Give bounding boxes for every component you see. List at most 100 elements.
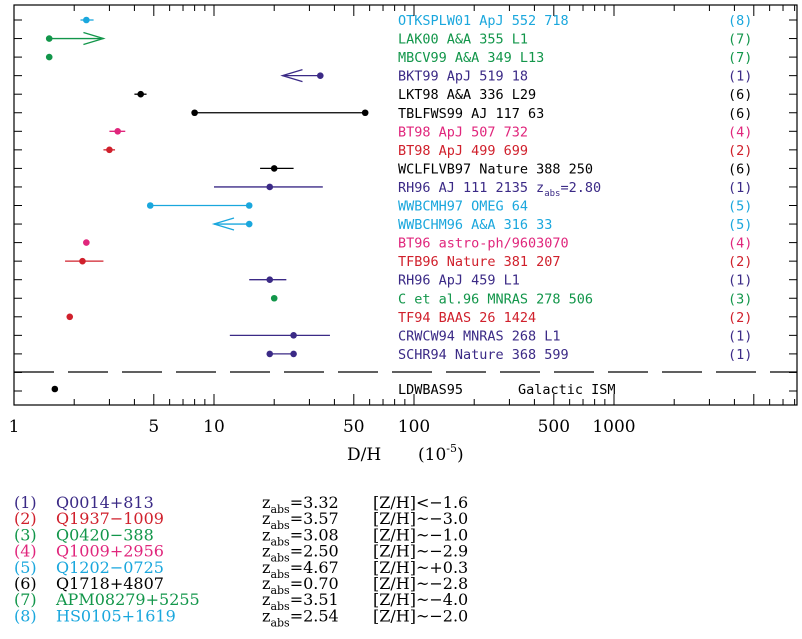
legend-metallicity-value: <−1.6: [416, 493, 468, 512]
row-17-system-number: (1): [728, 328, 752, 344]
row-8-system-number: (6): [728, 161, 752, 177]
legend-quasar-name: HS0105+1619: [56, 606, 176, 625]
row-5-point: [361, 109, 369, 117]
row-11-system-number: (5): [728, 217, 752, 233]
legend-z-value: =3.08: [290, 525, 339, 544]
legend-metallicity-value: ~−2.8: [416, 574, 468, 593]
row-9-z-sub: abs: [544, 189, 560, 199]
row-15-point: [270, 294, 278, 302]
x-axis-unit-close: ): [457, 445, 464, 465]
ism-reference: LDWBAS95: [398, 382, 463, 398]
legend-z-value: =0.70: [290, 574, 339, 593]
row-18-point: [266, 350, 274, 358]
row-4-point: [137, 90, 144, 98]
legend-metallicity-value: ~−1.0: [416, 525, 468, 544]
legend-z-value: =3.32: [290, 493, 339, 512]
x-tick-label: 5: [148, 417, 159, 437]
row-12: BT96 astro-ph/9603070 (4): [83, 236, 752, 252]
row-10-reference: WWBCMH97 OMEG 64: [398, 199, 528, 215]
row-11-reference: WWBCHM96 A&A 316 33: [398, 217, 552, 233]
row-2: MBCV99 A&A 349 L13 (7): [45, 50, 752, 66]
row-6-system-number: (4): [728, 124, 752, 140]
row-0-point: [83, 16, 90, 24]
x-tick-label: 100: [398, 417, 430, 437]
row-11-point: [245, 220, 253, 228]
row-10-system-number: (5): [728, 199, 752, 215]
row-15-system-number: (3): [728, 291, 752, 307]
row-5-reference: TBLFWS99 AJ 117 63: [398, 106, 544, 122]
legend-system-number: (2): [14, 509, 37, 528]
legend-metallicity-value: ~−2.9: [416, 542, 468, 561]
row-12-reference: BT96 astro-ph/9603070: [398, 236, 569, 252]
legend-z-sub: abs: [270, 503, 290, 516]
row-5-system-number: (6): [728, 106, 752, 122]
row-16-system-number: (2): [728, 310, 752, 326]
legend-quasar-name: Q1202−0725: [56, 558, 164, 577]
legend-system-number: (1): [14, 493, 37, 512]
measurement-rows: OTKSPLW01 ApJ 552 718 (8) LAK00 A&A 355 L1…: [14, 13, 797, 398]
row-9-reference: RH96 AJ 111 2135 zabs=2.80: [398, 180, 601, 199]
x-tick-label: 1: [9, 417, 20, 437]
row-7: BT98 ApJ 499 699 (2): [103, 143, 752, 159]
row-8-reference: WCLFLVB97 Nature 388 250: [398, 161, 593, 177]
legend-metallicity-value: ~−4.0: [416, 590, 468, 609]
x-axis-unit: (10-5): [418, 442, 464, 465]
row-7-point: [106, 146, 113, 154]
legend-z-sub: abs: [270, 519, 290, 532]
row-4-system-number: (6): [728, 87, 752, 103]
row-9-z: z: [536, 180, 544, 196]
row-18-point: [290, 350, 297, 358]
row-18: SCHR94 Nature 368 599 (1): [266, 347, 752, 363]
ism-row: LDWBAS95 Galactic ISM: [51, 382, 616, 398]
row-14: RH96 ApJ 459 L1 (1): [249, 273, 752, 289]
row-12-system-number: (4): [728, 236, 752, 252]
row-9: RH96 AJ 111 2135 zabs=2.80 (1): [214, 180, 752, 199]
row-18-system-number: (1): [728, 347, 752, 363]
legend-metallicity-label: [Z/H]~−2.0: [373, 606, 468, 625]
row-3-point: [316, 72, 324, 79]
legend-quasar-name: Q1718+4807: [56, 574, 164, 593]
x-tick-label: 1000: [592, 417, 635, 437]
row-4-reference: LKT98 A&A 336 L29: [398, 87, 536, 103]
row-16-reference: TF94 BAAS 26 1424: [398, 310, 536, 326]
legend-z-sub: abs: [270, 584, 290, 597]
legend-system-number: (8): [14, 606, 37, 625]
ism-point: [51, 385, 59, 393]
row-13-reference: TFB96 Nature 381 207: [398, 254, 561, 270]
row-0-system-number: (8): [728, 13, 752, 29]
legend-metallicity-label: [Z/H]~−2.8: [373, 574, 468, 593]
ism-label: Galactic ISM: [518, 382, 616, 398]
row-5: TBLFWS99 AJ 117 63 (6): [191, 106, 752, 122]
legend-system-number: (6): [14, 574, 37, 593]
row-9-system-number: (1): [728, 180, 752, 196]
legend-z-value: =3.57: [290, 509, 339, 528]
legend-z-sub: abs: [270, 535, 290, 548]
legend-metallicity-label: [Z/H]~−2.9: [373, 542, 468, 561]
row-3: BKT99 ApJ 519 18 (1): [280, 69, 752, 85]
row-2-system-number: (7): [728, 50, 752, 66]
x-axis-unit-exponent: -5: [446, 442, 457, 455]
legend-quasar-name: Q0420−388: [56, 525, 154, 544]
x-tick-label: 10: [203, 417, 225, 437]
row-18-reference: SCHR94 Nature 368 599: [398, 347, 569, 363]
row-17-reference: CRWCW94 MNRAS 268 L1: [398, 328, 561, 344]
row-10-point: [245, 202, 253, 209]
row-3-system-number: (1): [728, 69, 752, 85]
legend-system-1: (1) Q0014+813 zabs=3.32 [Z/H]<−1.6: [14, 493, 468, 516]
legend-z-sub: abs: [270, 552, 290, 565]
legend-metallicity-value: ~−2.0: [416, 606, 468, 625]
legend-system-6: (6) Q1718+4807 zabs=0.70 [Z/H]~−2.8: [14, 574, 468, 597]
row-3-arrowhead: [280, 69, 303, 83]
row-6-point: [114, 128, 122, 135]
row-9-z-value: =2.80: [560, 180, 601, 196]
row-1-point: [45, 35, 53, 42]
row-17: CRWCW94 MNRAS 268 L1 (1): [229, 328, 752, 344]
legend-z-value: =3.51: [290, 590, 339, 609]
row-15-reference: C et al.96 MNRAS 278 506: [398, 291, 593, 307]
row-16: TF94 BAAS 26 1424 (2): [66, 310, 752, 326]
legend-quasar-name: Q1009+2956: [56, 542, 164, 561]
legend-metallicity-label: [Z/H]~−3.0: [373, 509, 468, 528]
row-7-reference: BT98 ApJ 499 699: [398, 143, 528, 159]
legend-quasar-name: APM08279+5255: [55, 590, 200, 609]
